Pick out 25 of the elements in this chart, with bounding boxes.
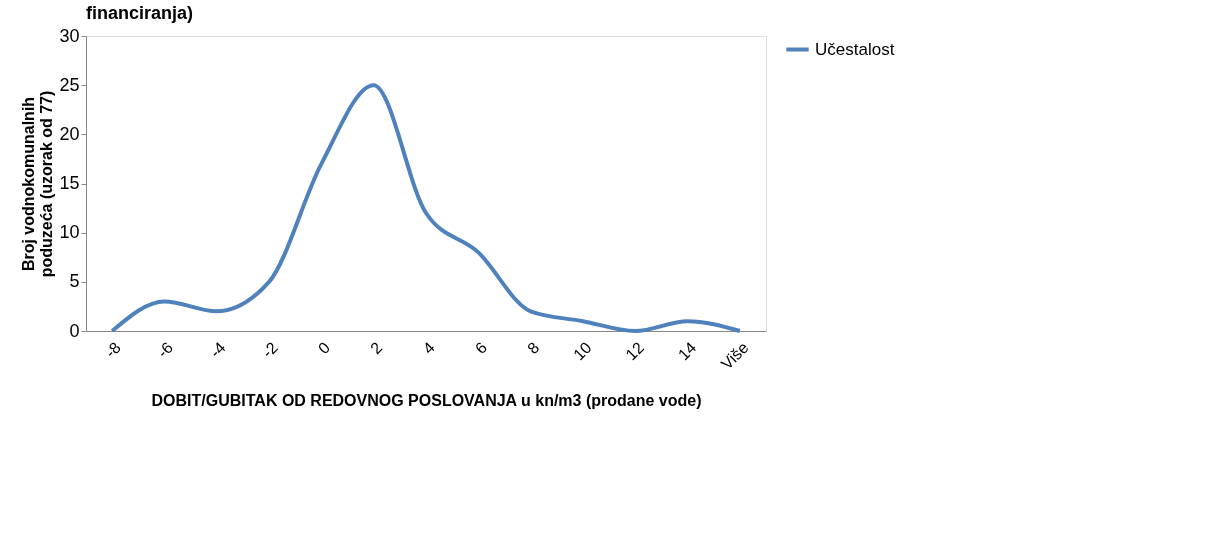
y-tick-label: 25	[59, 74, 80, 95]
x-tick-label: 12	[622, 338, 648, 364]
y-tick-label: 30	[59, 25, 80, 46]
y-tick-label: 10	[59, 222, 80, 243]
x-tick-label: 2	[367, 338, 386, 358]
x-tick-label: -6	[154, 338, 177, 361]
x-tick-label: 0	[314, 338, 334, 358]
x-tick-label: -4	[206, 338, 229, 361]
x-tick-label: 14	[674, 338, 700, 364]
x-tick-label: -2	[258, 338, 281, 361]
x-tick-label: Više	[717, 338, 752, 373]
legend-label: Učestalost	[815, 39, 895, 59]
y-tick-label: 5	[69, 271, 80, 292]
x-tick-label: 4	[419, 338, 438, 358]
x-tick-label: -8	[101, 338, 125, 361]
x-axis-title: DOBIT/GUBITAK OD REDOVNOG POSLOVANJA u kn/m3 (prodane vode)	[151, 391, 702, 409]
x-tick-label: 8	[524, 338, 543, 358]
line-series	[110, 83, 742, 333]
x-tick-label: 10	[570, 338, 595, 364]
y-axis-title: Broj vodnokomunalnih poduzeća (uzorak od 77)	[20, 90, 56, 278]
y-tick-label: 15	[59, 173, 80, 193]
x-tick-label: 6	[471, 338, 491, 358]
y-tick-label: 0	[69, 320, 80, 341]
chart-title: financiranja)	[86, 3, 194, 23]
y-tick-label: 20	[59, 123, 80, 144]
